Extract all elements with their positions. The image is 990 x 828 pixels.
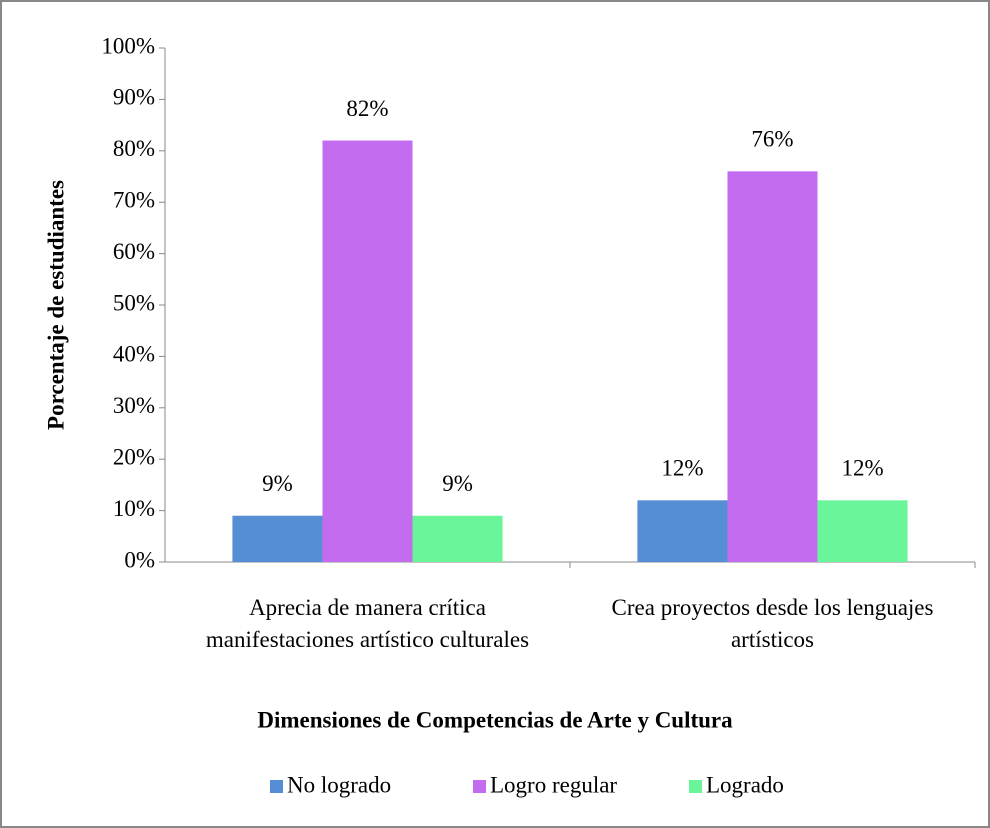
y-tick-label: 10% bbox=[113, 496, 155, 521]
y-tick-label: 50% bbox=[113, 290, 155, 315]
data-label: 9% bbox=[442, 471, 473, 496]
y-tick-label: 40% bbox=[113, 342, 155, 367]
x-tick-label: Aprecia de manera crítica manifestacione… bbox=[205, 595, 530, 652]
bar bbox=[232, 515, 323, 562]
y-tick-label: 70% bbox=[113, 187, 155, 212]
legend-swatch bbox=[473, 780, 486, 793]
bar bbox=[412, 515, 503, 562]
data-label: 12% bbox=[841, 456, 883, 481]
y-tick-label: 100% bbox=[101, 33, 155, 58]
y-tick-label: 30% bbox=[113, 393, 155, 418]
bar bbox=[322, 140, 413, 562]
bar bbox=[727, 171, 818, 563]
y-tick-label: 60% bbox=[113, 239, 155, 264]
x-tick-label: Crea proyectos desde los lenguajes artís… bbox=[611, 595, 934, 652]
data-label: 12% bbox=[661, 456, 703, 481]
legend-label: Logro regular bbox=[490, 772, 617, 797]
legend-label: Logrado bbox=[706, 772, 784, 797]
bar bbox=[817, 500, 908, 562]
legend-label: No logrado bbox=[287, 772, 391, 797]
data-label: 9% bbox=[262, 471, 293, 496]
data-label: 82% bbox=[346, 96, 388, 121]
y-tick-label: 90% bbox=[113, 85, 155, 110]
data-label: 76% bbox=[751, 127, 793, 152]
y-axis-title: Porcentaje de estudiantes bbox=[43, 180, 68, 430]
legend-swatch bbox=[689, 780, 702, 793]
x-axis-title: Dimensiones de Competencias de Arte y Cu… bbox=[257, 707, 733, 732]
y-tick-label: 20% bbox=[113, 444, 155, 469]
legend-swatch bbox=[270, 780, 283, 793]
y-tick-label: 80% bbox=[113, 136, 155, 161]
y-tick-label: 0% bbox=[124, 547, 155, 572]
bar bbox=[637, 500, 728, 562]
